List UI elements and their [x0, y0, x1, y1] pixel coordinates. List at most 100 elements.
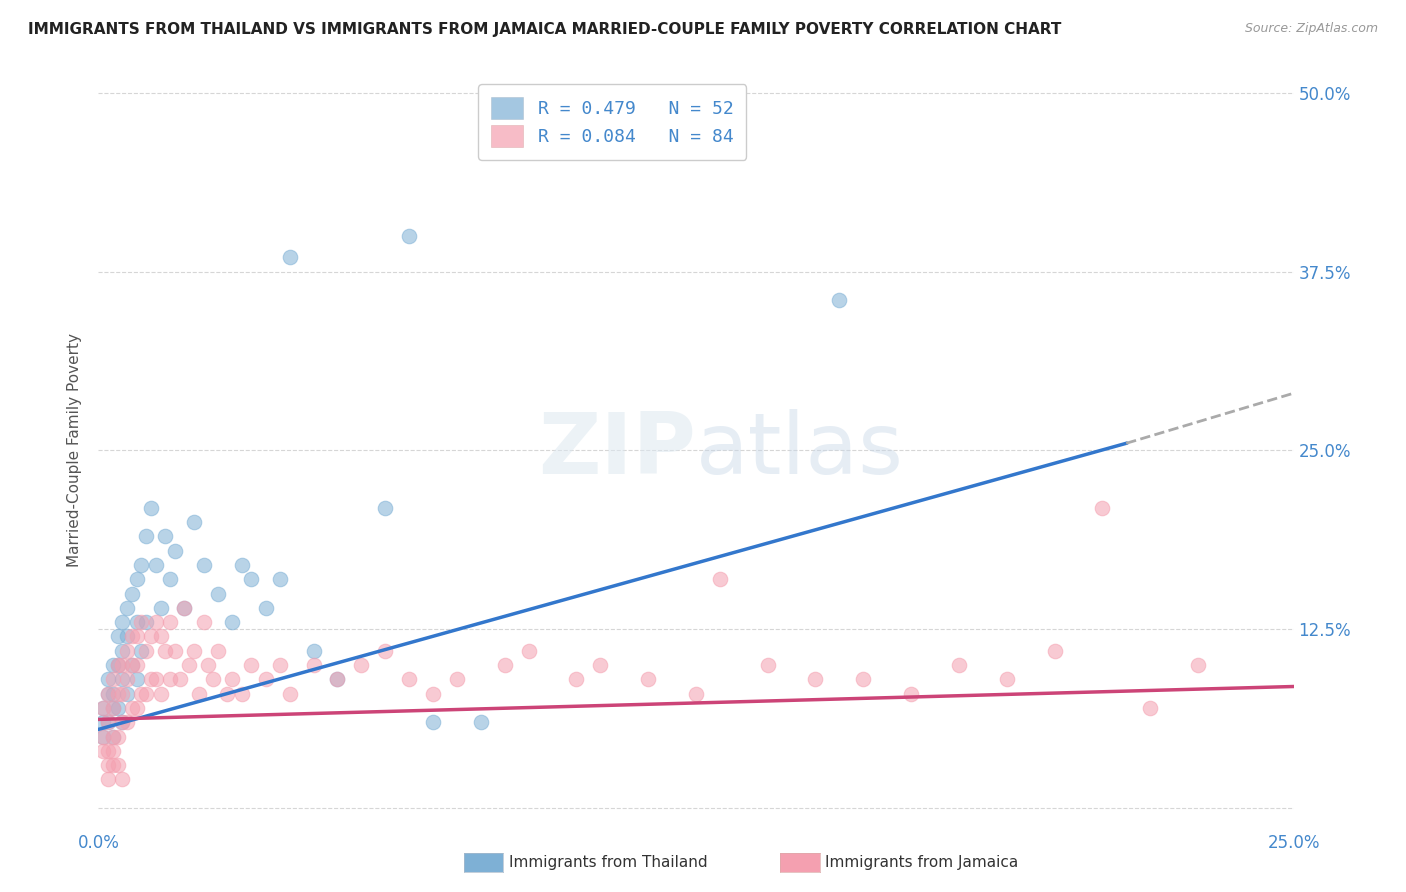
Point: [155, 644, 177, 658]
Point: [125, 629, 148, 643]
Point: [131, 615, 153, 629]
Point: [179, 658, 201, 673]
Point: [589, 658, 612, 673]
Point: [1043, 644, 1066, 658]
Point: [159, 572, 181, 586]
Point: [149, 629, 172, 643]
Point: [139, 673, 162, 687]
Point: [187, 687, 209, 701]
Text: Immigrants from Jamaica: Immigrants from Jamaica: [825, 855, 1018, 870]
Point: [135, 529, 157, 543]
Point: [269, 572, 291, 586]
Point: [107, 629, 129, 643]
Point: [374, 500, 396, 515]
Point: [202, 673, 225, 687]
Point: [115, 687, 138, 701]
Point: [149, 600, 172, 615]
Point: [197, 658, 219, 673]
Point: [101, 687, 124, 701]
Point: [240, 572, 263, 586]
Point: [91, 701, 114, 715]
Point: [115, 673, 138, 687]
Point: [240, 658, 263, 673]
Point: [159, 615, 181, 629]
Point: [97, 715, 120, 730]
Text: Source: ZipAtlas.com: Source: ZipAtlas.com: [1244, 22, 1378, 36]
Point: [852, 673, 875, 687]
Point: [900, 687, 922, 701]
Point: [398, 673, 420, 687]
Point: [111, 644, 134, 658]
Point: [115, 644, 138, 658]
Text: Immigrants from Thailand: Immigrants from Thailand: [509, 855, 707, 870]
Text: ZIP: ZIP: [538, 409, 696, 492]
Text: atlas: atlas: [696, 409, 904, 492]
Point: [217, 687, 239, 701]
Point: [470, 715, 492, 730]
Point: [517, 644, 540, 658]
Point: [422, 687, 444, 701]
Point: [135, 644, 157, 658]
Point: [637, 673, 659, 687]
Point: [107, 701, 129, 715]
Point: [115, 600, 138, 615]
Point: [231, 687, 253, 701]
Point: [155, 529, 177, 543]
Point: [125, 701, 148, 715]
Point: [1091, 500, 1114, 515]
Point: [101, 701, 124, 715]
Point: [131, 558, 153, 572]
Point: [101, 673, 124, 687]
Point: [1139, 701, 1161, 715]
Point: [115, 715, 138, 730]
Point: [97, 772, 120, 787]
Point: [125, 615, 148, 629]
Point: [804, 673, 827, 687]
Point: [193, 558, 215, 572]
Point: [169, 673, 191, 687]
Point: [145, 615, 167, 629]
Point: [101, 758, 124, 772]
Point: [756, 658, 779, 673]
Point: [97, 744, 120, 758]
Point: [101, 658, 124, 673]
Point: [231, 558, 253, 572]
Point: [145, 673, 167, 687]
Point: [115, 629, 138, 643]
Point: [948, 658, 970, 673]
Point: [221, 615, 243, 629]
Point: [97, 715, 120, 730]
Point: [221, 673, 243, 687]
Point: [302, 658, 325, 673]
Point: [374, 644, 396, 658]
Point: [111, 715, 134, 730]
Point: [398, 228, 420, 243]
Point: [91, 744, 114, 758]
Point: [350, 658, 373, 673]
Point: [111, 673, 134, 687]
Point: [121, 658, 143, 673]
Point: [685, 687, 707, 701]
Point: [183, 644, 205, 658]
Point: [111, 615, 134, 629]
Point: [494, 658, 516, 673]
Point: [91, 701, 114, 715]
Point: [193, 615, 215, 629]
Point: [125, 673, 148, 687]
Point: [278, 250, 301, 264]
Point: [101, 730, 124, 744]
Point: [145, 558, 167, 572]
Point: [149, 687, 172, 701]
Point: [254, 673, 277, 687]
Point: [163, 543, 186, 558]
Point: [111, 687, 134, 701]
Point: [269, 658, 291, 673]
Point: [107, 730, 129, 744]
Point: [97, 687, 120, 701]
Point: [111, 658, 134, 673]
Point: [135, 615, 157, 629]
Point: [101, 730, 124, 744]
Point: [125, 572, 148, 586]
Point: [1187, 658, 1209, 673]
Point: [173, 600, 195, 615]
